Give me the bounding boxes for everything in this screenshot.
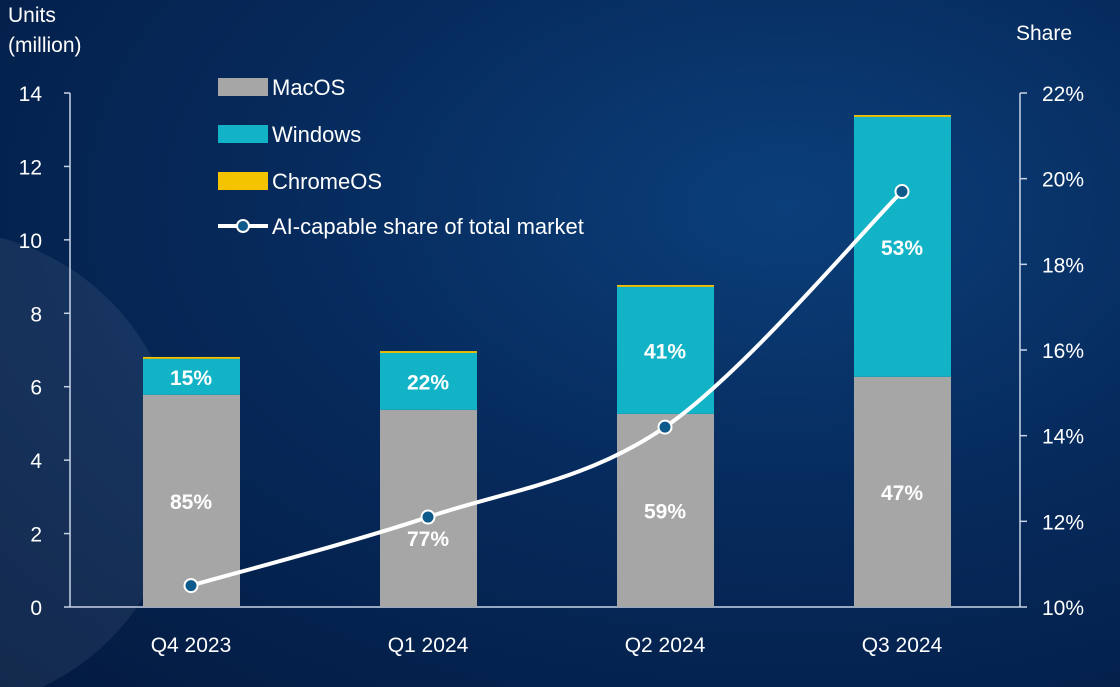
legend-swatch-windows <box>218 125 268 143</box>
bar-chromeos <box>854 115 951 117</box>
bar-windows <box>617 286 714 414</box>
data-label: 85% <box>170 491 212 514</box>
y-axis-label-line1: Units <box>8 4 56 27</box>
bar-chromeos <box>143 356 240 359</box>
data-label: 59% <box>644 500 686 523</box>
share-point <box>420 509 436 525</box>
data-label: 53% <box>881 237 923 260</box>
y-tick-label: 6 <box>30 377 42 400</box>
x-tick-label: Q4 2023 <box>151 634 232 657</box>
background-decoration <box>0 237 180 687</box>
y-tick-label: 8 <box>30 303 42 326</box>
share-point <box>183 578 199 594</box>
x-tick-label: Q1 2024 <box>388 634 469 657</box>
y2-tick-label: 18% <box>1042 254 1084 277</box>
legend-label: AI-capable share of total market <box>272 214 584 239</box>
legend-label: MacOS <box>272 75 345 100</box>
y-tick-label: 12 <box>19 156 42 179</box>
y-axis-label-line2: (million) <box>8 34 82 57</box>
share-line <box>190 190 904 588</box>
y-tick-label: 0 <box>30 597 42 620</box>
y-tick-label: 2 <box>30 524 42 547</box>
data-label: 22% <box>407 371 449 394</box>
bar-macos <box>854 376 951 607</box>
bar-chromeos <box>380 351 477 353</box>
legend-line-marker <box>236 219 250 233</box>
legend-swatch-macos <box>218 78 268 96</box>
data-label: 77% <box>407 528 449 551</box>
x-tick-label: Q2 2024 <box>625 634 706 657</box>
bar-windows <box>143 358 240 395</box>
bar-chromeos <box>617 285 714 287</box>
y-tick-label: 10 <box>19 230 42 253</box>
y2-tick-label: 22% <box>1042 83 1084 106</box>
share-point <box>657 419 673 435</box>
y2-tick-label: 14% <box>1042 426 1084 449</box>
y2-tick-label: 12% <box>1042 511 1084 534</box>
data-label: 41% <box>644 340 686 363</box>
bar-macos <box>143 394 240 607</box>
bar-windows <box>380 352 477 410</box>
share-point <box>894 184 910 200</box>
data-label: 47% <box>881 482 923 505</box>
legend-label: Windows <box>272 122 361 147</box>
y-tick-label: 4 <box>30 450 42 473</box>
legend-label: ChromeOS <box>272 169 382 194</box>
legend-swatch-chromeos <box>218 172 268 190</box>
y2-axis-label: Share <box>1016 22 1072 45</box>
x-tick-label: Q3 2024 <box>862 634 943 657</box>
bar-windows <box>854 116 951 377</box>
y2-tick-label: 10% <box>1042 597 1084 620</box>
y2-tick-label: 16% <box>1042 340 1084 363</box>
y-tick-label: 14 <box>19 83 43 106</box>
data-label: 15% <box>170 367 212 390</box>
y2-tick-label: 20% <box>1042 169 1084 192</box>
